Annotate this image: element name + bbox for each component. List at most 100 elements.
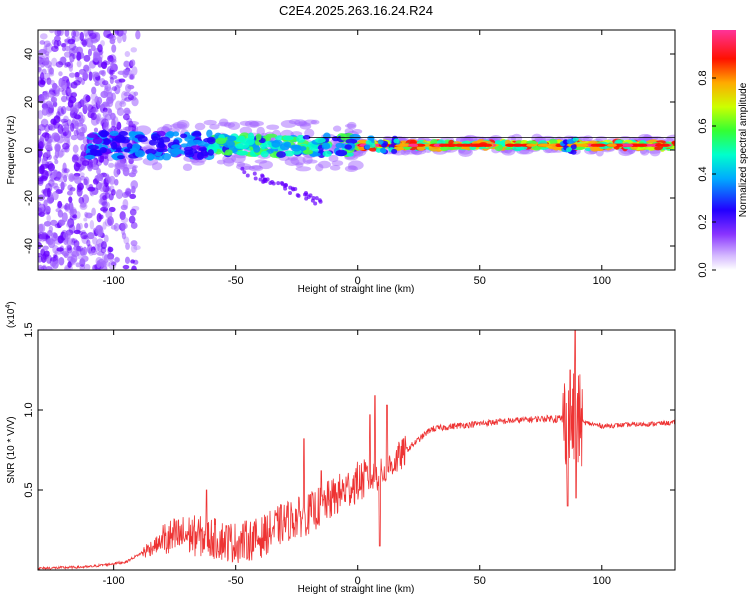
spectrogram-cell: [54, 85, 60, 95]
spectrogram-cell: [253, 145, 261, 153]
x-tick-label: 50: [474, 275, 486, 287]
spectrogram-cell: [53, 176, 61, 181]
spectrogram-cell: [126, 120, 139, 126]
spectrogram-cell: [84, 103, 92, 111]
spectrogram-cell: [655, 143, 666, 147]
spectrogram-cell: [125, 242, 130, 250]
spectrogram-cell: [82, 71, 89, 80]
spectrogram-cell: [63, 252, 69, 259]
spectrogram-cell: [86, 239, 91, 247]
spectrogram-ticks: -100 -50 0 50 100 -40 -20 0 20 40: [23, 30, 675, 287]
spectrogram-cell: [60, 181, 65, 191]
spectrogram-cell: [100, 246, 107, 254]
spectrogram-cell: [124, 97, 132, 102]
spectrogram-cell: [180, 133, 188, 139]
spectrogram-cell: [69, 174, 75, 181]
spectrogram-cell: [46, 187, 51, 198]
spectrogram-cell: [92, 136, 103, 145]
y-tick-label: 1.0: [23, 402, 35, 417]
spectrogram-cell: [473, 143, 484, 147]
spectrogram-cell: [299, 146, 307, 152]
spectrogram-cell: [124, 109, 132, 115]
spectrogram-cell: [100, 118, 109, 128]
spectrogram-cell: [45, 206, 51, 213]
spectrogram-cell: [41, 101, 50, 111]
spectrogram-cell: [56, 30, 64, 37]
spectrogram-cell: [118, 131, 128, 137]
x-tick-label: -50: [228, 575, 244, 587]
spectrogram-cell: [130, 222, 138, 229]
spectrogram-cell: [76, 132, 85, 141]
spectrogram-cell: [124, 256, 131, 264]
spectrogram-cell: [90, 92, 98, 101]
spectrogram-cell: [190, 145, 201, 150]
colorbar-label: Normalized spectral amplitude: [738, 82, 749, 217]
x-tick-label: 0: [355, 275, 361, 287]
spectrogram-cell: [317, 198, 322, 203]
spectrogram-cell: [122, 264, 130, 270]
spectrogram-panel: -100 -50 0 50 100 -40 -20 0 20 40 Height of strai…: [6, 29, 749, 295]
spectrogram-cell: [98, 214, 104, 220]
spectrogram-cell: [207, 149, 214, 156]
spectrogram-cell: [606, 143, 617, 147]
spectrogram-cell: [114, 30, 119, 36]
spectrogram-cell: [438, 143, 449, 147]
spectrogram-cell: [64, 30, 70, 37]
spectrogram-cell: [128, 73, 136, 80]
spectrogram-cell: [84, 154, 96, 160]
snr-ticks: -100 -50 0 50 100 0.5 1.0 1.5: [23, 322, 675, 587]
spectrogram-y-axis-label: Frequency (Hz): [6, 116, 17, 185]
spectrogram-cell: [91, 207, 96, 216]
spectrogram-cell: [266, 124, 280, 130]
spectrogram-cell: [236, 150, 249, 156]
spectrogram-cell: [38, 194, 46, 199]
spectrogram-cell: [72, 30, 80, 37]
spectrogram-cell: [97, 44, 103, 53]
spectrogram-cell: [291, 145, 302, 152]
spectrogram-cell: [103, 234, 109, 243]
spectrogram-cell: [130, 59, 136, 67]
spectrogram-cell: [131, 168, 138, 175]
spectrogram-cell: [130, 180, 139, 190]
spectrogram-cell: [124, 187, 132, 196]
spectrogram-cell: [78, 196, 85, 205]
spectrogram-cell: [302, 135, 311, 140]
spectrogram-cell: [206, 129, 213, 138]
spectrogram-cell: [70, 208, 78, 215]
spectrogram-cell: [244, 120, 259, 128]
spectrogram-cell: [63, 205, 69, 210]
spectrogram-cell: [50, 135, 59, 143]
spectrogram-cell: [240, 166, 245, 171]
spectrogram-cell: [279, 181, 284, 186]
spectrogram-cell: [124, 191, 131, 198]
spectrogram-cell: [52, 101, 58, 107]
spectrogram-cell: [95, 225, 103, 235]
spectrogram-cell: [328, 154, 339, 163]
spectrogram-cell: [93, 127, 99, 133]
spectrogram-cell: [314, 137, 326, 144]
spectrogram-cell: [369, 142, 376, 148]
spectrogram-cell: [89, 32, 97, 40]
spectrogram-cell: [96, 96, 103, 105]
spectrogram-cell: [570, 149, 577, 155]
spectrogram-cell: [44, 138, 51, 147]
spectrogram-cell: [43, 220, 52, 227]
spectrogram-cell: [122, 164, 138, 170]
spectrogram-cell: [39, 33, 48, 40]
spectrogram-cell: [110, 141, 118, 150]
spectrogram-cell: [59, 219, 64, 227]
colorbar-tick-label: 0.0: [697, 262, 709, 277]
spectrogram-cell: [171, 144, 181, 150]
spectrogram-cell: [66, 237, 72, 247]
spectrogram-cell: [128, 215, 136, 224]
spectrogram-cell: [63, 174, 68, 183]
spectrogram-cell: [117, 155, 126, 160]
spectrogram-cell: [88, 71, 93, 81]
spectrogram-cell: [60, 80, 68, 90]
spectrogram-cell: [40, 233, 46, 243]
spectrogram-cell: [62, 142, 70, 150]
spectrogram-cell: [282, 135, 294, 141]
spectrogram-cell: [47, 138, 53, 144]
spectrogram-cell: [110, 261, 117, 266]
spectrogram-cell: [130, 47, 138, 53]
